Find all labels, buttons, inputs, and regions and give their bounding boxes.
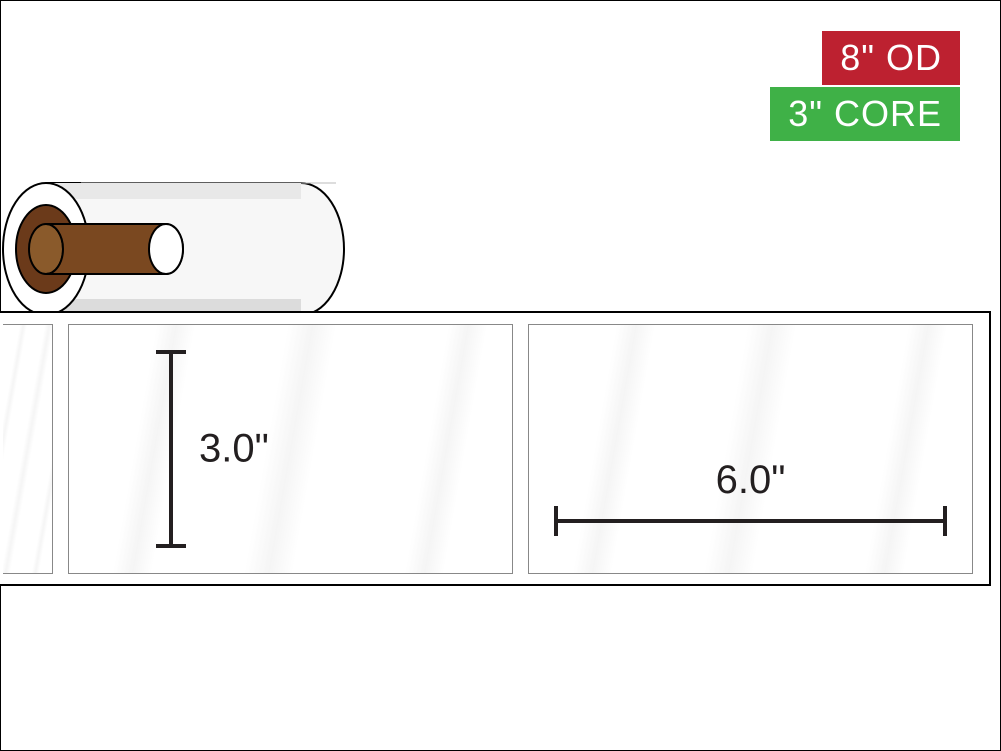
label-partial: [3, 324, 53, 574]
label-roll-icon: [1, 181, 351, 316]
od-badge: 8" OD: [822, 31, 960, 85]
label-with-height-dim: 3.0": [68, 324, 513, 574]
height-dimension-text: 3.0": [199, 426, 269, 471]
width-dimension-line: [554, 519, 947, 523]
core-badge: 3" CORE: [770, 87, 960, 141]
label-strip: 3.0" 6.0": [0, 311, 991, 586]
od-badge-text: 8" OD: [840, 37, 942, 78]
core-badge-text: 3" CORE: [788, 93, 942, 134]
height-dimension-line: [169, 350, 173, 548]
label-with-width-dim: 6.0": [528, 324, 973, 574]
width-dimension-text: 6.0": [716, 458, 786, 503]
